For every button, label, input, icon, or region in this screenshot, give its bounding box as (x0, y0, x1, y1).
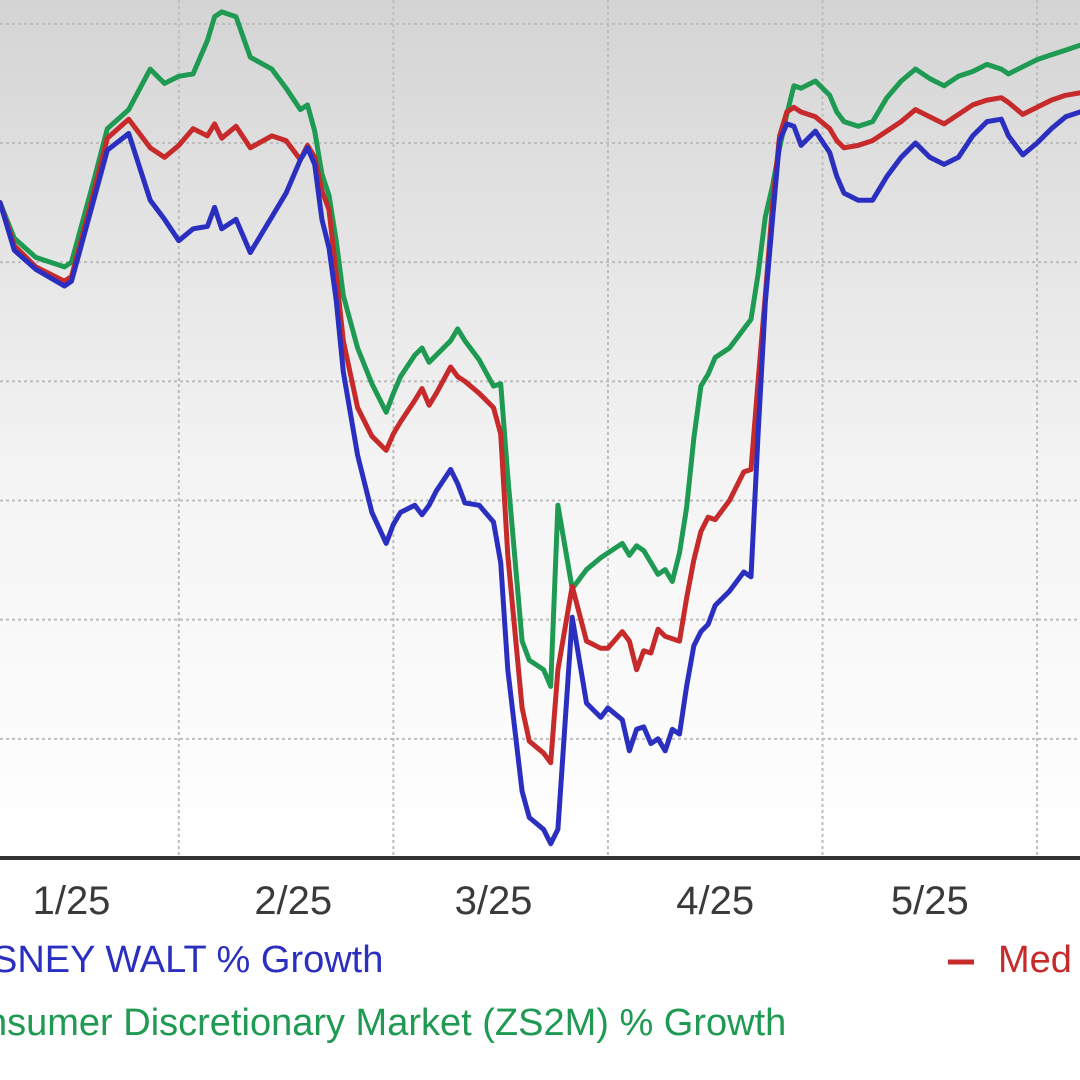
legend-label-market: nsumer Discretionary Market (ZS2M) % Gro… (0, 1002, 786, 1044)
x-tick-label: 4/25 (676, 879, 754, 923)
x-axis-ticks: 1/25 2/25 3/25 4/25 5/25 (33, 879, 969, 923)
legend: SNEY WALT % Growth Med nsumer Discretion… (0, 939, 1072, 1044)
grid (0, 0, 1080, 859)
x-tick-label: 2/25 (254, 879, 332, 923)
x-tick-label: 3/25 (455, 879, 533, 923)
series-line-market (0, 9, 1080, 689)
legend-label-disney: SNEY WALT % Growth (0, 939, 383, 981)
series-lines (0, 9, 1080, 847)
plot-background (0, 0, 1080, 860)
legend-label-media: Med (998, 939, 1072, 981)
x-tick-label: 5/25 (891, 879, 969, 923)
series-line-disney (0, 109, 1080, 847)
series-line-media (0, 90, 1080, 766)
x-tick-label: 1/25 (33, 879, 111, 923)
